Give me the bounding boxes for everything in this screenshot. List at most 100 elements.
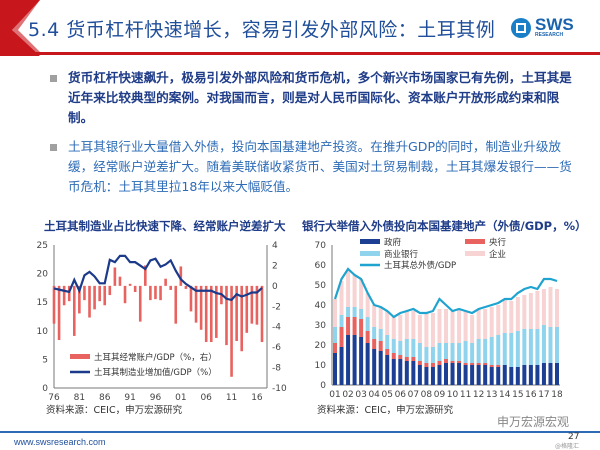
bullet-text: 货币杠杆快速飙升，极易引发外部风险和货币危机，多个新兴市场国家已有先例，土耳其是… — [68, 70, 572, 125]
bullet-square-icon — [50, 75, 57, 82]
header: 5.4 货币杠杆快速增长，容易引发外部风险：土耳其例 SWS RESEARCH — [0, 0, 600, 56]
current-account-bar — [138, 285, 142, 322]
x-tick-label: 08 — [421, 390, 433, 400]
x-tick-label: 02 — [342, 390, 353, 400]
current-account-bar — [230, 285, 233, 377]
current-account-bar — [93, 285, 96, 310]
stacked-bar-央行 — [352, 317, 357, 335]
stacked-bar-政府 — [522, 365, 527, 385]
stacked-bar-商业银行 — [378, 329, 383, 341]
x-tick-label: 18 — [551, 390, 563, 400]
current-account-bar — [67, 285, 71, 302]
stacked-bar-商业银行 — [457, 343, 462, 361]
stacked-bar-央行 — [417, 361, 422, 365]
footer-url[interactable]: www.swsresearch.com — [14, 437, 106, 447]
stacked-bar-政府 — [430, 367, 435, 385]
stacked-bar-商业银行 — [444, 343, 448, 359]
x-tick-label: 76 — [48, 393, 60, 403]
stacked-bar-央行 — [457, 361, 462, 363]
stacked-bar-政府 — [365, 343, 370, 385]
stacked-bar-商业银行 — [365, 317, 370, 331]
legend-swatch — [360, 251, 380, 256]
stacked-bar-政府 — [404, 361, 409, 385]
stacked-bar-央行 — [385, 349, 390, 355]
current-account-bar — [78, 285, 81, 314]
stacked-bar-政府 — [548, 363, 553, 385]
stacked-bar-企业 — [391, 317, 396, 339]
current-account-bar — [159, 285, 162, 301]
current-account-bar — [83, 285, 86, 301]
left-y-tick-label: 25 — [37, 241, 48, 251]
sws-logo-icon — [511, 18, 531, 38]
current-account-bar — [128, 283, 132, 286]
right-y-tick-label: -6 — [272, 343, 281, 353]
y-tick-label: 60 — [315, 261, 327, 271]
current-account-bar — [133, 285, 137, 292]
stacked-bar-政府 — [476, 365, 481, 385]
stacked-bar-商业银行 — [385, 335, 390, 349]
stacked-bar-政府 — [555, 363, 559, 385]
stacked-bar-商业银行 — [555, 327, 559, 363]
current-account-bar — [245, 285, 249, 333]
stacked-bar-政府 — [457, 363, 462, 385]
stacked-bar-商业银行 — [417, 343, 422, 361]
stacked-bar-政府 — [424, 367, 429, 385]
stacked-bar-商业银行 — [476, 339, 481, 363]
y-tick-label: 20 — [315, 341, 327, 351]
current-account-bar — [240, 285, 244, 352]
stacked-bar-商业银行 — [404, 339, 409, 357]
stacked-bar-政府 — [385, 355, 390, 385]
x-tick-label: 03 — [355, 390, 366, 400]
x-tick-label: 91 — [124, 393, 135, 403]
stacked-bar-央行 — [437, 361, 442, 365]
stacked-bar-政府 — [496, 367, 501, 385]
stacked-bar-政府 — [528, 365, 533, 385]
stacked-bar-商业银行 — [372, 327, 377, 339]
x-tick-label: 16 — [251, 393, 263, 403]
x-tick-label: 86 — [99, 393, 111, 403]
legend-swatch — [360, 239, 380, 244]
stacked-bar-企业 — [502, 299, 507, 333]
stacked-bar-政府 — [398, 359, 403, 385]
current-account-bar — [144, 265, 147, 286]
right-y-tick-label: 4 — [272, 241, 278, 251]
stacked-bar-商业银行 — [528, 329, 533, 365]
x-tick-label: 07 — [408, 390, 419, 400]
stacked-bar-政府 — [378, 351, 383, 385]
stacked-bar-企业 — [359, 279, 364, 309]
stacked-bar-央行 — [483, 363, 488, 365]
x-tick-label: 09 — [434, 390, 446, 400]
stacked-bar-商业银行 — [352, 307, 357, 317]
stacked-bar-政府 — [359, 337, 364, 385]
stacked-bar-企业 — [430, 313, 435, 347]
stacked-bar-商业银行 — [424, 347, 429, 363]
y-tick-label: 50 — [315, 281, 327, 291]
right-y-tick-label: -8 — [272, 364, 281, 374]
stacked-bar-政府 — [509, 367, 514, 385]
x-tick-label: 17 — [538, 390, 549, 400]
stacked-bar-央行 — [424, 363, 429, 367]
stacked-bar-企业 — [417, 315, 422, 343]
stacked-bar-商业银行 — [463, 341, 468, 363]
stacked-bar-政府 — [535, 365, 540, 385]
x-tick-label: 06 — [200, 393, 212, 403]
left-chart-source: 资料来源：CEIC，申万宏源研究 — [46, 405, 183, 416]
stacked-bar-商业银行 — [339, 315, 344, 327]
stacked-bar-企业 — [470, 315, 475, 343]
page-title: 5.4 货币杠杆快速增长，容易引发外部风险：土耳其例 — [28, 19, 496, 41]
current-account-bar — [184, 285, 188, 289]
stacked-bar-商业银行 — [483, 339, 488, 363]
current-account-bar — [215, 285, 218, 338]
legend-label: 央行 — [489, 237, 507, 248]
stacked-bar-企业 — [385, 311, 390, 335]
stacked-bar-商业银行 — [522, 329, 527, 365]
stacked-bar-政府 — [541, 363, 546, 385]
stacked-bar-商业银行 — [470, 343, 475, 363]
current-account-bar — [235, 285, 238, 342]
bullet-point-2: 土耳其银行业大量借入外债，投向本国基建地产投资。在推升GDP的同时，制造业升级放… — [50, 137, 580, 197]
stacked-bar-央行 — [372, 339, 377, 349]
stacked-bar-商业银行 — [346, 307, 351, 317]
stacked-bar-政府 — [346, 335, 351, 385]
stacked-bar-政府 — [417, 365, 422, 385]
legend-label: 土耳其制造业增加值/GDP（%） — [94, 367, 217, 378]
